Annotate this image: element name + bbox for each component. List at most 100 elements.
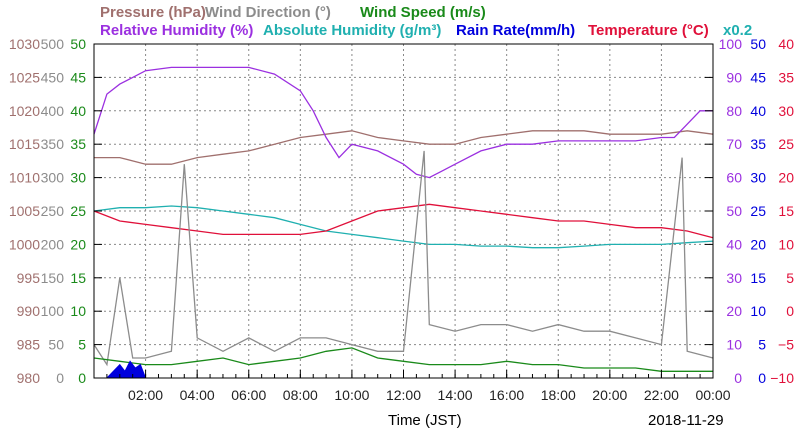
title-absolute-humidity: Absolute Humidity (g/m³)	[263, 22, 441, 39]
wind-speed-tick: 10	[70, 303, 86, 319]
pressure-tick: 995	[17, 270, 41, 286]
wind-speed-tick: 30	[70, 170, 86, 186]
rain-rate-tick: 5	[758, 337, 766, 353]
rain-rate-tick: 45	[750, 69, 766, 85]
series-relative-humidity	[93, 66, 713, 179]
wind-speed-tick: 5	[78, 337, 86, 353]
relative-humidity-tick: 0	[734, 370, 742, 386]
relative-humidity-tick: 80	[726, 103, 742, 119]
wind-speed-tick: 45	[70, 69, 86, 85]
title-temperature: Temperature (°C)	[588, 22, 709, 39]
left-axes: 1030102510201015101010051000995990985980…	[9, 36, 713, 386]
pressure-tick: 1015	[9, 136, 40, 152]
series-pressure-hpa	[94, 130, 714, 165]
x-tick-label: 18:00	[541, 387, 576, 403]
x-tick-label: 20:00	[592, 387, 627, 403]
x-tick-label: 06:00	[231, 387, 266, 403]
wind-direction-tick: 0	[56, 370, 64, 386]
temperature-tick: 30	[778, 103, 794, 119]
wind-speed-tick: 0	[78, 370, 86, 386]
temperature-tick: 0	[786, 303, 794, 319]
pressure-tick: 980	[17, 370, 41, 386]
series-temperature-c	[93, 203, 714, 239]
right-axes: 1009080706050403020100504540353025201510…	[719, 36, 795, 386]
rain-rate-tick: 35	[750, 136, 766, 152]
wind-direction-tick: 250	[41, 203, 65, 219]
temperature-tick: 40	[778, 36, 794, 52]
wind-speed-tick: 35	[70, 136, 86, 152]
title-pressure: Pressure (hPa)	[100, 4, 206, 21]
pressure-tick: 1010	[9, 170, 40, 186]
wind-direction-tick: 100	[41, 303, 65, 319]
x-tick-label: 08:00	[283, 387, 318, 403]
rain-rate-tick: 20	[750, 236, 766, 252]
relative-humidity-tick: 50	[726, 203, 742, 219]
temperature-tick: −10	[770, 370, 794, 386]
pressure-tick: 1020	[9, 103, 40, 119]
wind-direction-tick: 450	[41, 69, 65, 85]
x-tick-label: 22:00	[644, 387, 679, 403]
temperature-tick: 15	[778, 203, 794, 219]
relative-humidity-tick: 30	[726, 270, 742, 286]
pressure-tick: 1005	[9, 203, 40, 219]
series-group	[93, 66, 714, 379]
series-absolute-humidity-g-m	[93, 205, 714, 249]
temperature-tick: 10	[778, 236, 794, 252]
pressure-tick: 990	[17, 303, 41, 319]
wind-speed-tick: 25	[70, 203, 86, 219]
relative-humidity-tick: 70	[726, 136, 742, 152]
relative-humidity-tick: 90	[726, 69, 742, 85]
rain-rate-tick: 15	[750, 270, 766, 286]
temperature-tick: 5	[786, 270, 794, 286]
pressure-tick: 1030	[9, 36, 40, 52]
x-tick-label: 00:00	[695, 387, 730, 403]
temperature-tick: −5	[778, 337, 794, 353]
wind-direction-tick: 50	[48, 337, 64, 353]
x-tick-label: 02:00	[128, 387, 163, 403]
wind-direction-tick: 400	[41, 103, 65, 119]
wind-direction-tick: 300	[41, 170, 65, 186]
relative-humidity-tick: 10	[726, 337, 742, 353]
relative-humidity-tick: 40	[726, 236, 742, 252]
title-rain-rate: Rain Rate(mm/h)	[456, 22, 575, 39]
x-tick-label: 10:00	[334, 387, 369, 403]
title-scale-note: x0.2	[723, 22, 752, 39]
rain-rate-tick: 25	[750, 203, 766, 219]
pressure-tick: 1025	[9, 69, 40, 85]
wind-direction-tick: 350	[41, 136, 65, 152]
temperature-tick: 20	[778, 170, 794, 186]
date-label: 2018-11-29	[648, 412, 724, 429]
wind-speed-tick: 20	[70, 236, 86, 252]
relative-humidity-tick: 60	[726, 170, 742, 186]
rain-rate-tick: 40	[750, 103, 766, 119]
temperature-tick: 35	[778, 69, 794, 85]
grid	[94, 44, 713, 378]
rain-rate-tick: 10	[750, 303, 766, 319]
x-tick-label: 16:00	[489, 387, 524, 403]
x-tick-label: 12:00	[386, 387, 421, 403]
wind-direction-tick: 500	[41, 36, 65, 52]
title-wind-direction: Wind Direction (°)	[205, 4, 331, 21]
x-tick-label: 14:00	[438, 387, 473, 403]
pressure-tick: 1000	[9, 236, 40, 252]
series-wind-speed-m-s	[93, 347, 713, 372]
wind-speed-tick: 40	[70, 103, 86, 119]
temperature-tick: 25	[778, 136, 794, 152]
rain-rate-tick: 0	[758, 370, 766, 386]
relative-humidity-tick: 100	[719, 36, 743, 52]
x-axis-label: Time (JST)	[388, 412, 462, 429]
title-wind-speed: Wind Speed (m/s)	[360, 4, 486, 21]
series-wind-direction	[93, 150, 714, 367]
rain-rate-tick: 30	[750, 170, 766, 186]
x-tick-label: 04:00	[180, 387, 215, 403]
wind-speed-tick: 50	[70, 36, 86, 52]
pressure-tick: 985	[17, 337, 41, 353]
wind-direction-tick: 200	[41, 236, 65, 252]
x-axis: 02:00 04:00 06:00 08:00 10:00 12:00 14:00 16:00…	[93, 370, 731, 403]
wind-direction-tick: 150	[41, 270, 65, 286]
wind-speed-tick: 15	[70, 270, 86, 286]
rain-rate-tick: 50	[750, 36, 766, 52]
title-relative-humidity: Relative Humidity (%)	[100, 22, 253, 39]
